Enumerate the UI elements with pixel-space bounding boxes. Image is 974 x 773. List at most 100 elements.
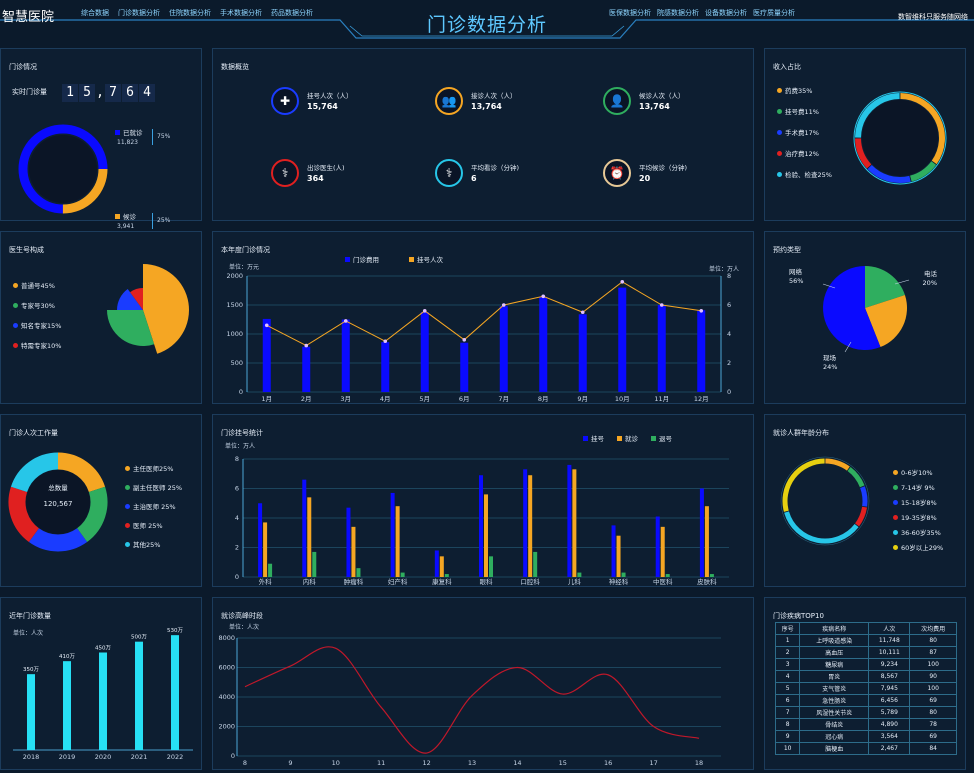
line-point — [699, 309, 704, 313]
bar — [528, 475, 533, 577]
x-tick-label: 16 — [604, 759, 612, 767]
table-cell: 10 — [774, 742, 801, 755]
x-tick-label: 9月 — [577, 395, 588, 403]
bar — [400, 572, 405, 577]
x-tick-label: 2021 — [131, 753, 148, 761]
nav-item[interactable]: 药品数据分析 — [271, 9, 313, 17]
workload-legend-item: 副主任医师 25% — [125, 482, 182, 492]
realtime-label: 实时门诊量 — [12, 88, 47, 96]
donut-segment — [10, 452, 59, 493]
counter-digit: 1 — [62, 84, 78, 102]
table-row[interactable]: 10 脑梗血 2,467 84 — [774, 742, 957, 755]
overview-value: 6 — [471, 174, 477, 183]
x-tick-label: 2018 — [23, 753, 40, 761]
nav-item[interactable]: 医疗质量分析 — [753, 9, 795, 17]
line-point — [659, 303, 664, 307]
income-legend-item: 药费35% — [777, 85, 812, 95]
x-tick-label: 1月 — [261, 395, 272, 403]
bar — [302, 479, 307, 577]
table-row[interactable]: 4 胃炎 8,567 90 — [774, 670, 957, 683]
clock-icon: ⏰ — [603, 159, 631, 187]
nav-item[interactable]: 手术数据分析 — [220, 9, 262, 17]
nav-item[interactable]: 住院数据分析 — [169, 9, 211, 17]
nav-item[interactable]: 门诊数据分析 — [118, 9, 160, 17]
donut-segment-waiting — [18, 124, 108, 214]
panel-title: 收入占比 — [773, 63, 801, 71]
y2-tick-label: 6 — [727, 301, 731, 309]
seen-value: 11,823 — [117, 139, 138, 146]
doctor-mix-legend-item: 专家号30% — [13, 300, 55, 310]
nav-item[interactable]: 综合数据 — [81, 9, 109, 17]
pie-slice — [823, 266, 881, 350]
bar — [258, 503, 263, 577]
donut-hole — [862, 100, 938, 176]
bar — [171, 635, 179, 750]
bar — [346, 507, 351, 577]
table-row[interactable]: 6 急性肠炎 6,456 69 — [774, 694, 957, 707]
series-line — [266, 281, 702, 347]
outpatient-panel: 门诊情况 实时门诊量 1 5 , 7 6 4 已就诊 11,823 75% 候诊… — [0, 48, 202, 230]
user-info[interactable]: 数智维科只服务随网络 — [898, 13, 968, 21]
bar — [616, 535, 621, 577]
brand-logo: 智慧医院 — [2, 10, 55, 25]
nav-item[interactable]: 院感数据分析 — [657, 9, 699, 17]
line-point — [304, 343, 309, 348]
table-cell: 80 — [909, 706, 957, 719]
y-tick-label: 0 — [231, 752, 235, 760]
y-tick-label: 1500 — [226, 301, 243, 309]
bar — [341, 319, 350, 392]
table-row[interactable]: 5 支气管炎 7,945 100 — [774, 682, 957, 695]
x-tick-label: 儿科 — [568, 577, 582, 586]
workload-panel: 门诊人次工作量 总数量 120,567 主任医师25% 副主任医师 25% 主治医师… — [0, 414, 202, 587]
line-point — [620, 280, 625, 284]
panel-title: 数据概览 — [221, 63, 249, 71]
bar — [572, 469, 577, 577]
income-legend-item: 手术费17% — [777, 127, 819, 137]
panel-title: 门诊挂号统计 — [221, 429, 263, 437]
table-cell: 69 — [909, 694, 957, 707]
waiting-value: 3,941 — [117, 223, 135, 230]
table-row[interactable]: 7 风湿性关节炎 5,789 80 — [774, 706, 957, 719]
counter-digit: 6 — [122, 84, 138, 102]
panel-title: 预约类型 — [773, 246, 801, 254]
panel-title: 门诊疾病TOP10 — [773, 612, 824, 620]
table-row[interactable]: 8 骨结炎 4,890 78 — [774, 718, 957, 731]
y-tick-label: 2 — [235, 544, 239, 552]
counter-separator: , — [96, 85, 104, 100]
data-label: 530万 — [167, 627, 183, 634]
overview-label: 候诊人次（人） — [639, 92, 685, 100]
y-tick-label: 500 — [231, 359, 243, 367]
donut-segment — [847, 467, 865, 488]
table-cell: 90 — [909, 670, 957, 683]
overview-value: 20 — [639, 174, 651, 183]
pie-slice — [865, 266, 905, 308]
unit-label: 单位：人次 — [229, 624, 260, 631]
bar — [268, 563, 273, 577]
series-line — [244, 646, 700, 754]
income-legend-item: 检验、检查25% — [777, 169, 832, 179]
table-cell: 8,567 — [868, 670, 911, 683]
line-point — [422, 309, 427, 313]
line-point — [462, 338, 467, 342]
age-panel: 就诊人群年龄分布 0-6岁10% 7-14岁 9% 15-18岁8% 19-35岁8%… — [764, 414, 966, 587]
line-point — [343, 319, 348, 323]
legend-waiting: 候诊 — [115, 211, 136, 221]
table-row[interactable]: 1 上呼吸道感染 11,748 80 — [774, 634, 957, 647]
x-tick-label: 7月 — [498, 395, 509, 403]
donut-segment — [825, 458, 850, 471]
table-row[interactable]: 2 高血压 10,111 87 — [774, 646, 957, 659]
legend-seen: 已就诊 — [115, 127, 143, 137]
center-label: 总数量 — [48, 484, 68, 492]
nav-item[interactable]: 设备数据分析 — [705, 9, 747, 17]
panel-title: 近年门诊数量 — [9, 612, 51, 620]
table-cell: 9 — [774, 730, 801, 743]
overview-label: 挂号人次（人） — [307, 92, 353, 100]
donut-segment — [860, 486, 868, 507]
table-row[interactable]: 3 糖尿病 9,234 100 — [774, 658, 957, 671]
age-legend-item: 7-14岁 9% — [893, 482, 935, 492]
table-row[interactable]: 9 冠心病 3,564 69 — [774, 730, 957, 743]
nav-item[interactable]: 医保数据分析 — [609, 9, 651, 17]
data-label: 350万 — [23, 666, 39, 673]
overview-label: 平均候诊（分钟) — [639, 164, 688, 172]
panel-title: 门诊人次工作量 — [9, 429, 58, 437]
